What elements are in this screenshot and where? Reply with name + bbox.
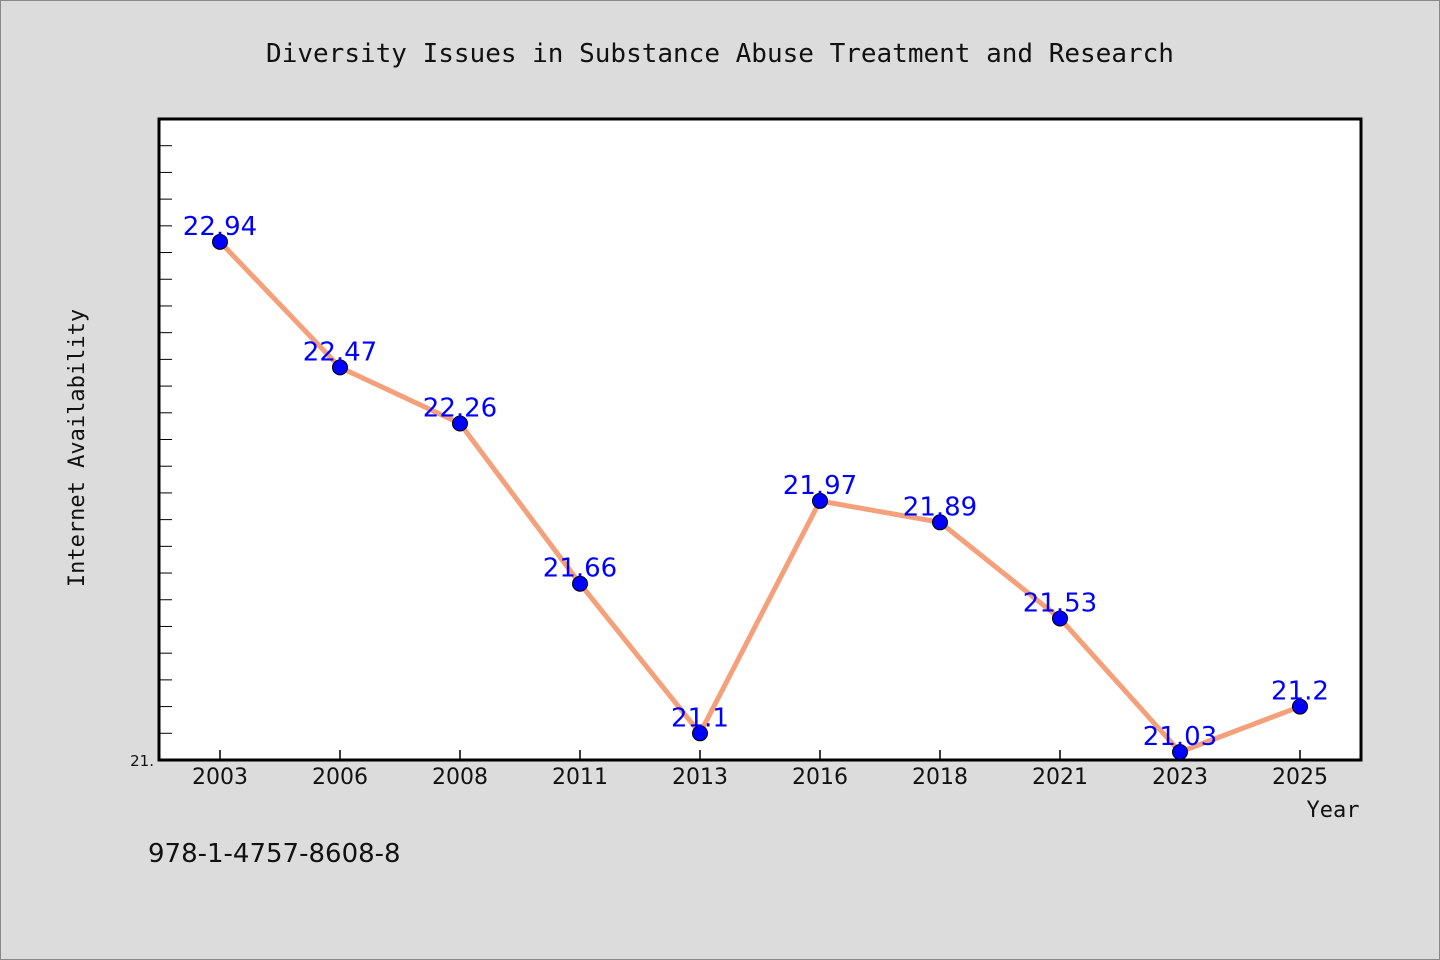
x-tick-label: 2025 bbox=[1272, 765, 1328, 790]
x-tick-label: 2011 bbox=[552, 765, 608, 790]
x-axis-label: Year bbox=[1307, 798, 1360, 823]
x-axis-tick-labels: 2003 2006 2008 2011 2013 2016 2018 2021 2023 2025 bbox=[192, 765, 1328, 790]
data-point-marker bbox=[812, 492, 828, 509]
data-point-marker bbox=[572, 575, 588, 592]
data-label: 21.97 bbox=[783, 471, 857, 501]
data-point-marker bbox=[932, 514, 948, 531]
x-tick-label: 2003 bbox=[192, 765, 248, 790]
data-point-marker bbox=[1052, 610, 1068, 627]
chart-title: Diversity Issues in Substance Abuse Trea… bbox=[266, 39, 1174, 69]
x-tick-label: 2006 bbox=[312, 765, 368, 790]
data-label: 21.2 bbox=[1271, 677, 1329, 707]
series-line bbox=[217, 239, 1303, 755]
data-label: 21.53 bbox=[1023, 588, 1097, 618]
data-label: 22.94 bbox=[183, 212, 257, 242]
x-tick-label: 2016 bbox=[792, 765, 848, 790]
data-point-marker bbox=[332, 359, 348, 376]
x-tick-label: 2013 bbox=[672, 765, 728, 790]
data-point-marker bbox=[1292, 698, 1308, 715]
x-tick-label: 2021 bbox=[1032, 765, 1088, 790]
data-point-marker bbox=[1172, 743, 1188, 760]
data-label: 22.47 bbox=[303, 337, 377, 367]
y-tick-label: 21. bbox=[130, 752, 154, 770]
x-tick-label: 2008 bbox=[432, 765, 488, 790]
data-label: 22.26 bbox=[423, 393, 497, 423]
data-label: 21.66 bbox=[543, 554, 617, 584]
data-label: 21.03 bbox=[1143, 722, 1217, 752]
y-axis-label: Internet Availability bbox=[65, 309, 90, 587]
y-axis-ticks bbox=[159, 145, 172, 761]
series-markers bbox=[212, 233, 1308, 760]
x-tick-label: 2023 bbox=[1152, 765, 1208, 790]
data-point-marker bbox=[452, 415, 468, 432]
data-point-marker bbox=[692, 725, 708, 742]
isbn-text: 978-1-4757-8608-8 bbox=[148, 839, 401, 869]
x-tick-label: 2018 bbox=[912, 765, 968, 790]
data-labels: 22.94 22.47 22.26 21.66 21.1 21.97 21.89 21.53 2… bbox=[183, 212, 1329, 752]
plot-area bbox=[157, 117, 1363, 762]
data-label: 21.89 bbox=[903, 492, 977, 522]
data-point-marker bbox=[212, 233, 228, 250]
data-label: 21.1 bbox=[671, 703, 729, 733]
